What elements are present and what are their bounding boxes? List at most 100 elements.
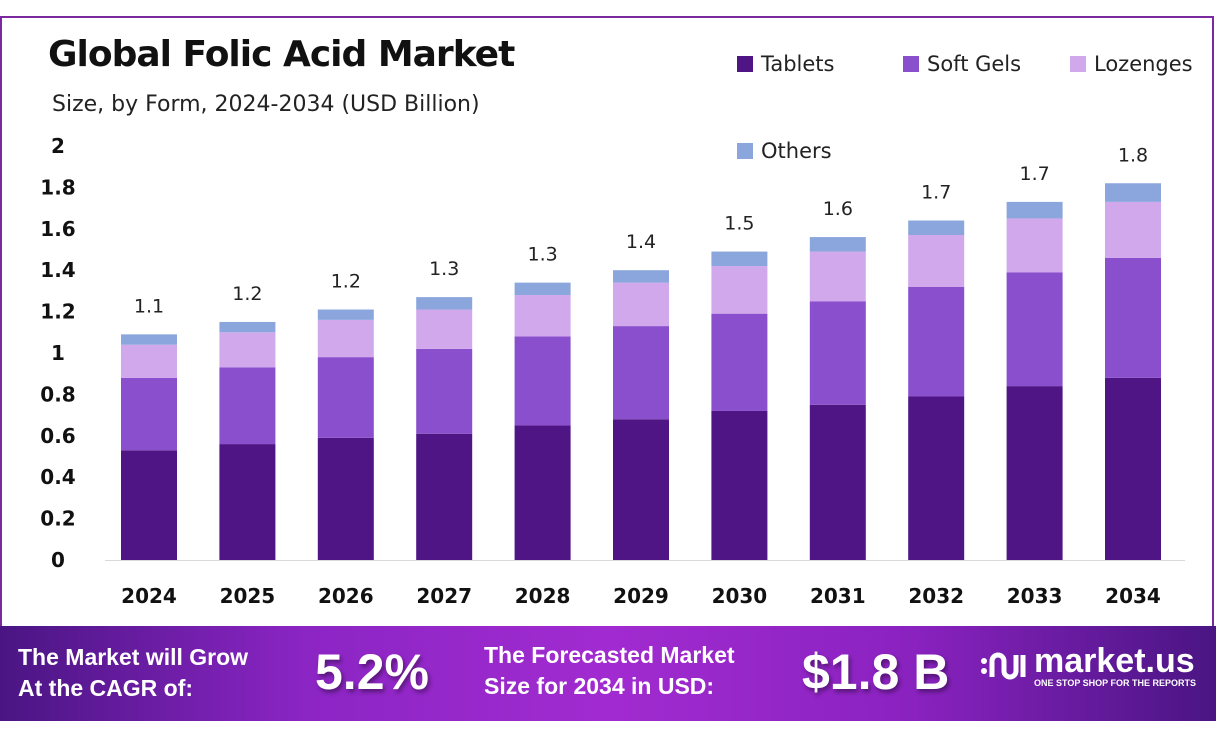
bar-segment-others (416, 297, 473, 310)
bar-segment-others (711, 251, 768, 267)
bar-segment-tablets (416, 433, 473, 560)
bar-segment-lozenges (1105, 201, 1161, 258)
total-data-label: 1.3 (429, 258, 459, 280)
y-tick-label: 1.6 (40, 217, 75, 241)
bar-segment-others (317, 309, 374, 320)
bar-segment-tablets (809, 404, 866, 560)
x-tick-label: 2032 (908, 584, 964, 608)
bar-segment-tablets (219, 444, 276, 560)
bar-segment-soft-gels (1006, 272, 1063, 387)
bar-segment-soft-gels (514, 336, 571, 426)
chart-subtitle: Size, by Form, 2024-2034 (USD Billion) (52, 92, 480, 117)
bar-segment-lozenges (809, 251, 866, 302)
bar-segment-lozenges (514, 295, 571, 337)
y-tick-label: 2 (51, 134, 65, 158)
bar-segment-tablets (1105, 377, 1161, 560)
bar-segment-tablets (514, 425, 571, 560)
bar-segment-lozenges (317, 319, 374, 358)
bar-segment-others (908, 220, 965, 236)
cagr-label-line1: The Market will Grow (18, 644, 249, 670)
forecast-label-line1: The Forecasted Market (484, 642, 735, 668)
bar-segment-others (1006, 201, 1063, 219)
x-tick-label: 2030 (712, 584, 768, 608)
forecast-label: The Forecasted Market Size for 2034 in U… (484, 640, 735, 702)
chart-frame (0, 16, 1214, 626)
legend-swatch (737, 143, 753, 159)
cagr-value: 5.2% (315, 644, 429, 700)
y-tick-label: 0.2 (40, 507, 75, 531)
bar-segment-lozenges (711, 266, 768, 314)
x-tick-label: 2028 (515, 584, 571, 608)
bar-segment-lozenges (219, 332, 276, 368)
bar-segment-others (514, 282, 571, 296)
legend-item: Soft Gels (903, 52, 1021, 76)
legend-label: Tablets (761, 52, 835, 76)
y-tick-label: 0.6 (40, 424, 75, 448)
bar-segment-soft-gels (1105, 257, 1161, 378)
bar-segment-tablets (317, 437, 374, 560)
total-data-label: 1.3 (527, 244, 557, 266)
x-tick-label: 2033 (1007, 584, 1063, 608)
x-tick-label: 2031 (810, 584, 866, 608)
legend-item: Tablets (737, 52, 834, 76)
chart-title: Global Folic Acid Market (48, 34, 515, 75)
x-tick-label: 2034 (1105, 584, 1161, 608)
x-tick-label: 2026 (318, 584, 374, 608)
legend-swatch (903, 56, 919, 72)
bar-segment-tablets (121, 450, 177, 560)
total-data-label: 1.2 (232, 283, 262, 305)
bar-segment-soft-gels (317, 357, 374, 438)
total-data-label: 1.7 (921, 182, 951, 204)
bar-segment-soft-gels (219, 367, 276, 445)
legend-swatch (1070, 56, 1086, 72)
x-tick-label: 2025 (220, 584, 276, 608)
bar-segment-tablets (1006, 386, 1063, 560)
y-tick-label: 0 (51, 548, 65, 572)
total-data-label: 1.5 (724, 213, 754, 235)
cagr-label: The Market will Grow At the CAGR of: (18, 642, 248, 704)
market-us-logo: market.us ONE STOP SHOP FOR THE REPORTS (980, 644, 1196, 689)
logo-mark-icon (981, 652, 1026, 679)
legend-label: Lozenges (1094, 52, 1193, 76)
bar-segment-tablets (908, 396, 965, 560)
legend-swatch (737, 56, 753, 72)
forecast-value: $1.8 B (802, 644, 950, 700)
forecast-label-line2: Size for 2034 in USD: (484, 673, 715, 699)
bar-segment-others (1105, 183, 1161, 202)
y-tick-label: 1 (51, 341, 65, 365)
y-tick-label: 1.4 (40, 258, 75, 282)
total-data-label: 1.2 (331, 271, 361, 293)
logo-text: market.us (1034, 642, 1195, 680)
total-data-label: 1.6 (823, 198, 853, 220)
total-data-label: 1.4 (626, 231, 656, 253)
bar-segment-lozenges (416, 309, 473, 349)
legend-item: Others (737, 139, 832, 163)
x-tick-label: 2024 (121, 584, 177, 608)
cagr-label-line2: At the CAGR of: (18, 675, 194, 701)
x-tick-label: 2027 (416, 584, 472, 608)
legend-label: Others (761, 139, 832, 163)
bar-segment-others (613, 270, 669, 283)
total-data-label: 1.8 (1118, 144, 1148, 166)
bar-segment-lozenges (908, 235, 965, 287)
total-data-label: 1.1 (134, 295, 164, 317)
summary-banner: The Market will Grow At the CAGR of: 5.2… (0, 626, 1216, 721)
bar-segment-tablets (711, 410, 768, 560)
bar-segment-soft-gels (613, 326, 669, 420)
logo-tagline: ONE STOP SHOP FOR THE REPORTS (1034, 678, 1197, 688)
bar-segment-others (219, 321, 276, 333)
legend-label: Soft Gels (927, 52, 1022, 76)
bar-segment-lozenges (121, 344, 177, 378)
bar-segment-soft-gels (908, 286, 965, 397)
y-tick-label: 0.4 (40, 465, 75, 489)
x-tick-label: 2029 (613, 584, 669, 608)
bar-segment-soft-gels (416, 348, 473, 434)
bar-segment-others (121, 334, 177, 345)
bar-segment-soft-gels (121, 377, 177, 451)
bar-segment-soft-gels (711, 313, 768, 411)
bar-segment-others (809, 237, 866, 252)
bar-segment-tablets (613, 419, 669, 560)
legend-item: Lozenges (1070, 52, 1193, 76)
bar-segment-lozenges (1006, 218, 1063, 273)
y-tick-label: 1.8 (40, 175, 75, 199)
